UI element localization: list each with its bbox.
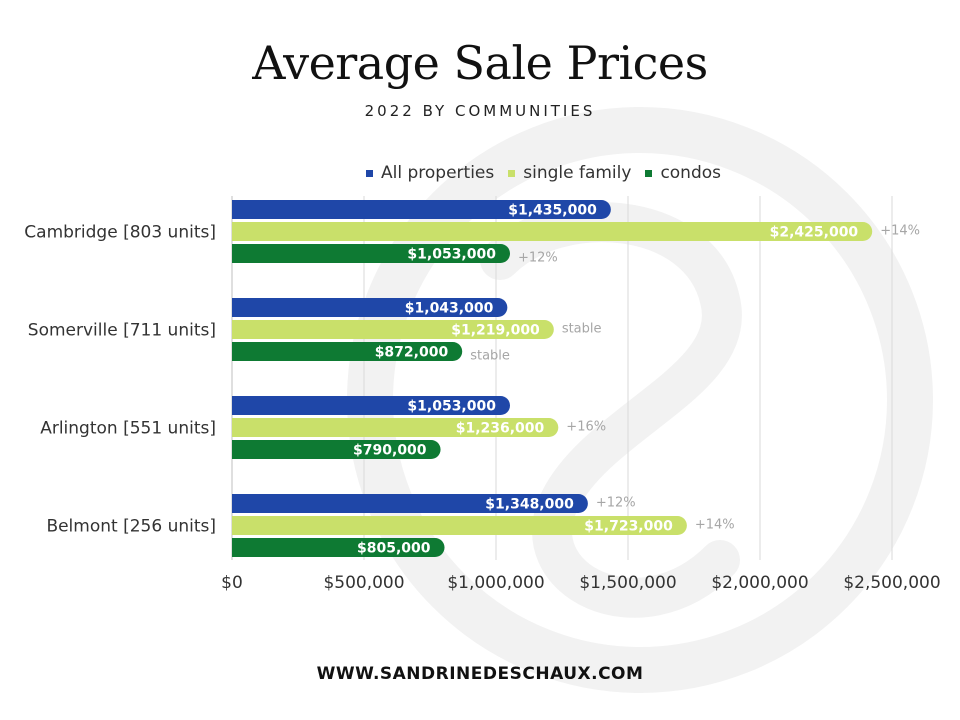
bar-belmont-condos <box>232 538 445 557</box>
bar-cambridge-single-family <box>232 222 873 241</box>
bar-value-cambridge-condos: $1,053,000 <box>407 247 496 263</box>
chart-legend: All properties single family condos <box>366 163 735 183</box>
x-tick-label-1: $500,000 <box>323 573 404 593</box>
bar-value-belmont-single-family: $1,723,000 <box>584 519 673 535</box>
bar-cambridge-condos <box>232 244 510 263</box>
category-label-cambridge: Cambridge [803 units] <box>24 223 216 243</box>
bar-value-arlington-single-family: $1,236,000 <box>456 421 545 437</box>
change-label-cambridge-condos: +12% <box>518 251 558 266</box>
legend-item-condos: condos <box>645 163 721 183</box>
bar-arlington-condos <box>232 440 441 459</box>
x-tick-label-5: $2,500,000 <box>843 573 940 593</box>
change-label-arlington-single-family: +16% <box>566 420 606 435</box>
bar-belmont-all-properties <box>232 494 588 513</box>
change-label-belmont-single-family: +14% <box>695 518 735 533</box>
bar-value-belmont-condos: $805,000 <box>357 541 431 557</box>
bar-value-cambridge-all-properties: $1,435,000 <box>508 203 597 219</box>
x-tick-label-0: $0 <box>221 573 243 593</box>
x-tick-label-3: $1,500,000 <box>579 573 676 593</box>
bar-value-arlington-condos: $790,000 <box>353 443 427 459</box>
bar-somerville-all-properties <box>232 298 508 317</box>
change-label-somerville-single-family: stable <box>562 322 602 337</box>
legend-label-single-family: single family <box>523 163 632 183</box>
legend-swatch-all-properties <box>366 169 373 177</box>
chart-title: Average Sale Prices <box>252 36 708 90</box>
legend-swatch-condos <box>645 169 653 177</box>
bar-value-somerville-single-family: $1,219,000 <box>451 323 540 339</box>
bar-cambridge-all-properties <box>232 200 611 219</box>
bar-value-arlington-all-properties: $1,053,000 <box>407 399 496 415</box>
legend-label-all-properties: All properties <box>381 163 495 183</box>
bar-value-belmont-all-properties: $1,348,000 <box>485 497 574 513</box>
bar-arlington-single-family <box>232 418 559 437</box>
bar-value-somerville-all-properties: $1,043,000 <box>405 301 494 317</box>
category-label-arlington: Arlington [551 units] <box>40 419 216 439</box>
chart-subtitle: 2022 BY COMMUNITIES <box>364 102 596 120</box>
x-tick-label-4: $2,000,000 <box>711 573 808 593</box>
website-url: WWW.SANDRINEDESCHAUX.COM <box>316 664 644 684</box>
legend-swatch-single-family <box>508 169 516 177</box>
category-label-somerville: Somerville [711 units] <box>28 321 216 341</box>
bar-somerville-single-family <box>232 320 554 339</box>
legend-item-single-family: single family <box>508 163 631 183</box>
bar-belmont-single-family <box>232 516 687 535</box>
bar-arlington-all-properties <box>232 396 510 415</box>
bar-somerville-condos <box>232 342 463 361</box>
bar-value-cambridge-single-family: $2,425,000 <box>770 225 859 241</box>
change-label-belmont-all-properties: +12% <box>596 496 636 511</box>
bar-value-somerville-condos: $872,000 <box>375 345 449 361</box>
x-tick-label-2: $1,000,000 <box>447 573 544 593</box>
legend-item-all-properties: All properties <box>366 163 494 183</box>
change-label-cambridge-single-family: +14% <box>880 224 920 239</box>
legend-label-condos: condos <box>660 163 722 183</box>
category-label-belmont: Belmont [256 units] <box>46 517 216 537</box>
change-label-somerville-condos: stable <box>470 349 510 364</box>
